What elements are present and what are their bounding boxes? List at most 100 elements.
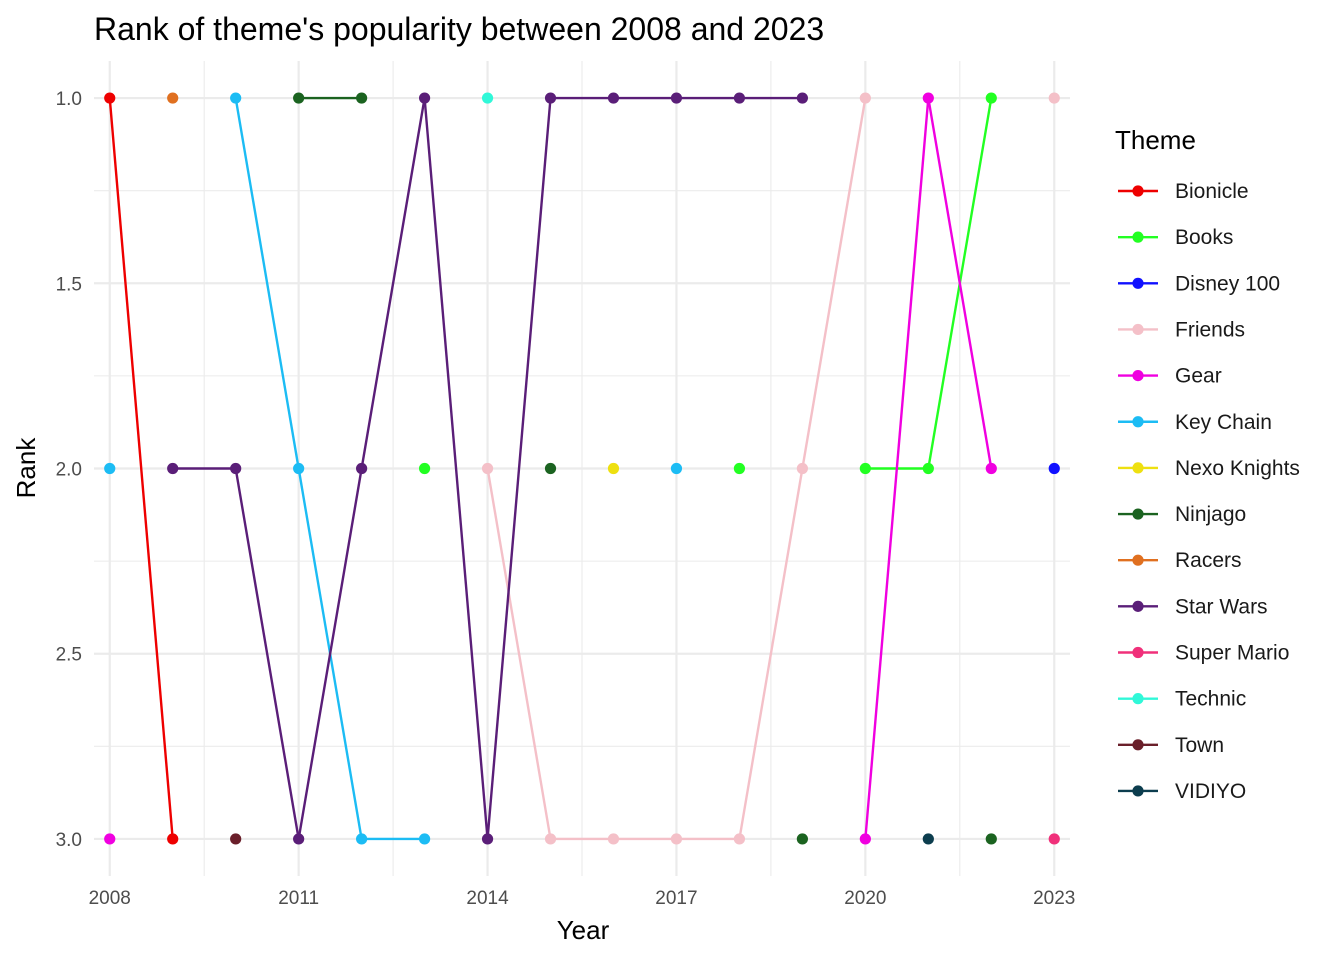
legend-label: Friends — [1175, 318, 1245, 341]
legend-label: Ninjago — [1175, 503, 1246, 526]
data-point-key-chain — [418, 833, 431, 845]
legend-label: Star Wars — [1175, 595, 1268, 618]
legend-item-vidiyo: VIDIYO — [1118, 780, 1246, 803]
legend-item-ninjago: Ninjago — [1118, 503, 1246, 526]
series-line-star-wars — [297, 468, 363, 840]
legend-label: Technic — [1175, 688, 1246, 711]
legend: Theme Bionicle Books Disney 100 Friends Gear… — [1115, 125, 1300, 803]
chart-title: Rank of theme's popularity between 2008 … — [94, 11, 824, 47]
series-line-star-wars — [360, 97, 426, 469]
data-point-gear — [922, 92, 934, 104]
data-point-friends — [796, 462, 808, 475]
data-point-ninjago — [293, 92, 305, 104]
data-point-star-wars — [670, 92, 683, 104]
data-point-star-wars — [230, 462, 242, 475]
legend-item-racers: Racers — [1118, 549, 1242, 572]
data-point-gear — [985, 462, 997, 475]
data-point-star-wars — [418, 92, 431, 104]
data-point-friends — [733, 833, 746, 845]
legend-label: Nexo Knights — [1175, 457, 1300, 480]
legend-key-point — [1132, 554, 1144, 566]
data-point-technic — [481, 92, 494, 104]
series-line-gear — [927, 97, 993, 469]
series-points — [104, 92, 1060, 845]
series-line-star-wars — [423, 97, 489, 840]
data-point-key-chain — [670, 462, 683, 475]
data-point-friends — [1048, 92, 1060, 104]
legend-item-star-wars: Star Wars — [1118, 595, 1268, 618]
data-point-friends — [607, 833, 620, 845]
data-point-bionicle — [104, 92, 116, 104]
data-point-town — [230, 833, 242, 845]
data-point-friends — [544, 833, 557, 845]
data-point-vidiyo — [922, 833, 934, 845]
legend-key-point — [1132, 600, 1144, 612]
series-line-star-wars — [234, 468, 300, 840]
y-tick-label: 1.0 — [56, 89, 82, 110]
data-point-star-wars — [167, 462, 179, 475]
data-point-nexo-knights — [607, 462, 620, 475]
legend-item-bionicle: Bionicle — [1118, 180, 1249, 203]
x-tick-label: 2020 — [844, 888, 886, 909]
y-tick-label: 2.5 — [56, 645, 82, 666]
legend-label: Super Mario — [1175, 642, 1289, 665]
legend-label: Disney 100 — [1175, 272, 1280, 295]
legend-label: Key Chain — [1175, 411, 1272, 434]
x-axis-ticks: 2008 2011 2014 2017 2020 2023 — [89, 888, 1076, 909]
legend-label: Gear — [1175, 365, 1222, 388]
data-point-star-wars — [796, 92, 808, 104]
data-point-star-wars — [293, 833, 305, 845]
legend-key-point — [1132, 231, 1144, 243]
data-point-books — [859, 462, 871, 475]
data-point-friends — [670, 833, 683, 845]
data-point-books — [418, 462, 431, 475]
data-point-books — [733, 462, 746, 475]
data-point-ninjago — [544, 462, 557, 475]
x-tick-label: 2008 — [89, 888, 131, 909]
data-point-key-chain — [104, 462, 116, 475]
x-tick-label: 2023 — [1033, 888, 1075, 909]
data-point-books — [985, 92, 997, 104]
legend-key-point — [1132, 185, 1144, 197]
legend-label: Town — [1175, 734, 1224, 757]
x-tick-label: 2014 — [466, 888, 509, 909]
data-point-key-chain — [230, 92, 242, 104]
legend-item-disney-100: Disney 100 — [1118, 272, 1280, 295]
data-point-racers — [167, 92, 179, 104]
data-point-bionicle — [167, 833, 179, 845]
data-point-star-wars — [607, 92, 620, 104]
legend-key-point — [1132, 785, 1144, 797]
series-line-key-chain — [234, 97, 300, 469]
legend-item-technic: Technic — [1118, 688, 1246, 711]
data-point-key-chain — [293, 462, 305, 475]
series-line-gear — [864, 97, 930, 840]
data-point-ninjago — [356, 92, 368, 104]
data-point-disney-100 — [1048, 462, 1060, 475]
data-point-star-wars — [733, 92, 746, 104]
series-lines — [108, 96, 993, 841]
legend-label: Books — [1175, 226, 1233, 249]
x-tick-label: 2017 — [655, 888, 697, 909]
y-tick-label: 3.0 — [56, 830, 82, 851]
legend-key-point — [1132, 739, 1144, 751]
legend-key-point — [1132, 370, 1144, 382]
legend-item-gear: Gear — [1118, 365, 1222, 388]
data-point-key-chain — [356, 833, 368, 845]
data-point-ninjago — [985, 833, 997, 845]
legend-item-key-chain: Key Chain — [1118, 411, 1272, 434]
y-tick-label: 2.0 — [56, 460, 82, 481]
legend-label: Racers — [1175, 549, 1242, 572]
data-point-books — [922, 462, 934, 475]
data-point-star-wars — [356, 462, 368, 475]
legend-key-point — [1132, 277, 1144, 289]
series-line-star-wars — [486, 97, 552, 840]
legend-key-point — [1132, 693, 1144, 705]
legend-key-point — [1132, 462, 1144, 474]
data-point-friends — [859, 92, 871, 104]
data-point-ninjago — [796, 833, 808, 845]
legend-key-point — [1132, 508, 1144, 520]
data-point-gear — [859, 833, 871, 845]
legend-item-friends: Friends — [1118, 318, 1245, 341]
series-line-friends — [801, 97, 867, 469]
